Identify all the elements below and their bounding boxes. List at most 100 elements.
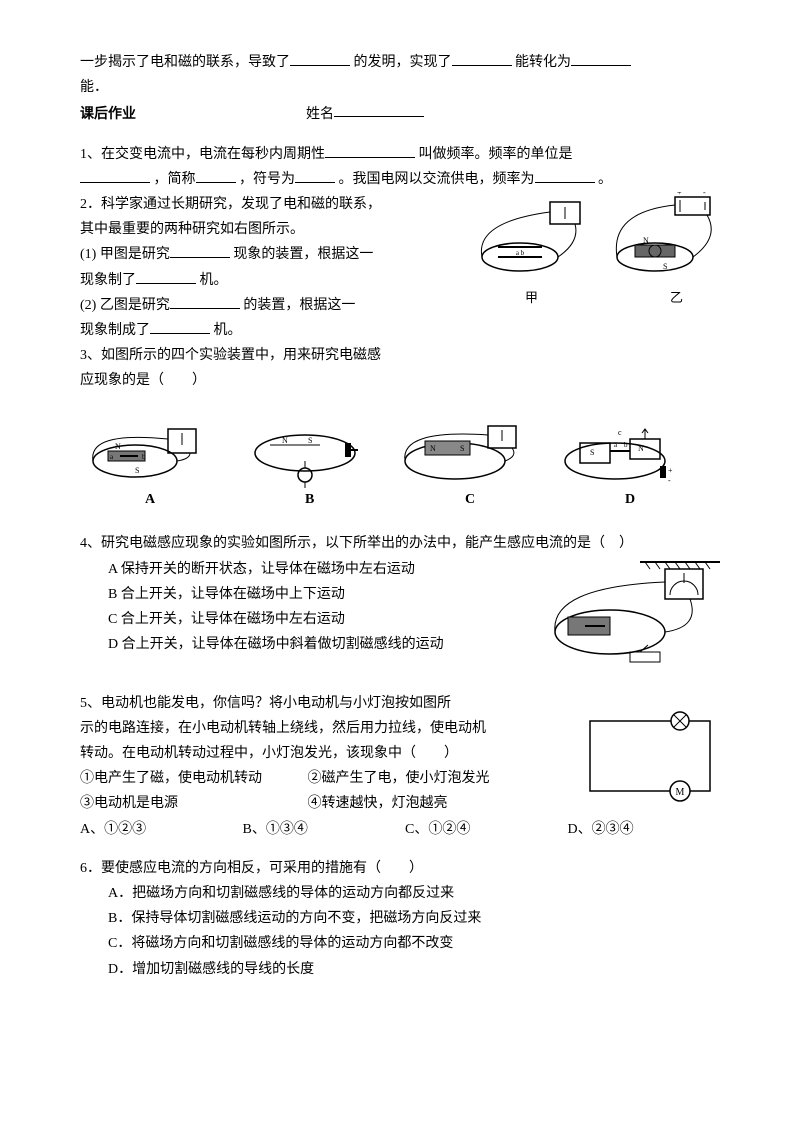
q4-figure-svg [550, 557, 730, 677]
svg-text:S: S [663, 262, 667, 271]
q6-A: A．把磁场方向和切割磁感线的导体的运动方向都反过来 [108, 881, 730, 906]
q2-sub1c: 现象制了 机。 [80, 268, 470, 293]
svg-text:b: b [624, 441, 628, 449]
q2-blank2[interactable] [136, 269, 196, 284]
q5-A: A、①②③ [80, 817, 243, 842]
svg-text:S: S [135, 466, 139, 475]
intro-line1: 一步揭示了电和磁的联系，导致了 的发明，实现了 能转化为 [80, 50, 730, 75]
intro-text-2: 的发明，实现了 [354, 55, 452, 70]
q3-label-d: D [625, 492, 635, 507]
q5-o3: ③电动机是电源 [80, 796, 178, 811]
q6-B: B．保持导体切割磁感线运动的方向不变，把磁场方向反过来 [108, 906, 730, 931]
q5-o1: ①电产生了磁，使电动机转动 [80, 771, 262, 786]
q2-figure-svg: a b 甲 + - N S 乙 [470, 192, 730, 322]
q2-blank1[interactable] [170, 243, 230, 258]
q5-text: 5、电动机也能发电，你信吗？将小电动机与小灯泡按如图所 示的电路连接，在小电动机… [80, 691, 580, 817]
q5-figure: M [580, 691, 730, 811]
fig-jia-label: 甲 [525, 290, 538, 305]
q2-line1: 2．科学家通过长期研究，发现了电和磁的联系， [80, 192, 470, 217]
q4-body: A 保持开关的断开状态，让导体在磁场中左右运动 B 合上开关，让导体在磁场中上下… [80, 557, 730, 677]
q2-sub1c-t: 现象制了 [80, 273, 136, 288]
svg-text:N: N [282, 436, 288, 445]
q2-text: 2．科学家通过长期研究，发现了电和磁的联系， 其中最重要的两种研究如右图所示。 … [80, 192, 470, 394]
blank-invention[interactable] [290, 51, 350, 66]
q3-line2: 应现象的是（ ） [80, 368, 470, 393]
q2-sub2c: 现象制成了 机。 [80, 318, 470, 343]
svg-text:-: - [668, 476, 671, 485]
q5-row: 5、电动机也能发电，你信吗？将小电动机与小灯泡按如图所 示的电路连接，在小电动机… [80, 691, 730, 817]
q4-B: B 合上开关，让导体在磁场中上下运动 [108, 582, 550, 607]
q3-label-b: B [305, 492, 314, 507]
q2-blank3[interactable] [170, 294, 240, 309]
q4-stem: 4、研究电磁感应现象的实验如图所示，以下所举出的办法中，能产生感应电流的是（ ） [80, 531, 730, 556]
svg-text:M: M [676, 787, 685, 798]
q2-sub1d: 机。 [200, 273, 228, 288]
q5-o4: ④转速越快，灯泡越亮 [308, 796, 448, 811]
intro-text-1: 一步揭示了电和磁的联系，导致了 [80, 55, 290, 70]
q4-figure [550, 557, 730, 677]
q3-figure-svg: N S ab A NS B [80, 403, 720, 513]
q1-e: 。我国电网以交流供电，频率为 [339, 172, 535, 187]
blank-energy-to[interactable] [571, 51, 631, 66]
q1: 1、在交变电流中，电流在每秒内周期性 叫做频率。频率的单位是 ，简称 ，符号为 … [80, 142, 730, 192]
q5-opts12: ①电产生了磁，使电动机转动 ②磁产生了电，使小灯泡发光 [80, 766, 580, 791]
q1-blank5[interactable] [535, 168, 595, 183]
intro-line2: 能． [80, 75, 730, 100]
q2-sub2c-t: 现象制成了 [80, 323, 150, 338]
q5-l2: 示的电路连接，在小电动机转轴上绕线，然后用力拉线，使电动机 [80, 716, 580, 741]
q3-figures: N S ab A NS B [80, 403, 730, 513]
page: 一步揭示了电和磁的联系，导致了 的发明，实现了 能转化为 能． 课后作业 姓名 … [0, 0, 800, 1042]
q5-C: C、①②④ [405, 817, 568, 842]
q6-C: C．将磁场方向和切割磁感线的导体的运动方向都不改变 [108, 931, 730, 956]
q4-D: D 合上开关，让导体在磁场中斜着做切割磁感线的运动 [108, 632, 550, 657]
svg-text:+: + [677, 192, 682, 197]
q3-label-a: A [145, 492, 156, 507]
q2-sub1a: (1) 甲图是研究 [80, 247, 170, 262]
homework-label: 课后作业 [80, 102, 136, 127]
intro-text-3: 能转化为 [515, 55, 571, 70]
svg-text:N: N [638, 444, 644, 453]
q4-A: A 保持开关的断开状态，让导体在磁场中左右运动 [108, 557, 550, 582]
q2-sub2d: 机。 [214, 323, 242, 338]
q2-sub2b: 的装置，根据这一 [243, 298, 355, 313]
q5-l3: 转动。在电动机转动过程中，小灯泡发光，该现象中（ ） [80, 741, 580, 766]
q1-blank4[interactable] [295, 168, 335, 183]
q3-line1: 3、如图所示的四个实验装置中，用来研究电磁感 [80, 343, 470, 368]
heading-row: 课后作业 姓名 [80, 102, 730, 127]
q2-sub1: (1) 甲图是研究 现象的装置，根据这一 [80, 242, 470, 267]
q1-c: ，简称 [154, 172, 196, 187]
blank-energy-from[interactable] [452, 51, 512, 66]
svg-text:S: S [308, 436, 312, 445]
q1-d: ，符号为 [239, 172, 295, 187]
svg-text:a b: a b [516, 249, 525, 257]
name-label: 姓名 [306, 102, 334, 127]
q4-C: C 合上开关，让导体在磁场中左右运动 [108, 607, 550, 632]
svg-text:-: - [703, 192, 706, 197]
q1-blank3[interactable] [196, 168, 236, 183]
svg-text:N: N [115, 442, 121, 451]
q1-a: 1、在交变电流中，电流在每秒内周期性 [80, 147, 325, 162]
q2-blank4[interactable] [150, 319, 210, 334]
q2-sub2a: (2) 乙图是研究 [80, 298, 170, 313]
svg-text:N: N [643, 236, 649, 245]
q5-l1: 5、电动机也能发电，你信吗？将小电动机与小灯泡按如图所 [80, 691, 580, 716]
q6-options: A．把磁场方向和切割磁感线的导体的运动方向都反过来 B．保持导体切割磁感线运动的… [80, 881, 730, 982]
q2-sub1b: 现象的装置，根据这一 [233, 247, 373, 262]
q2-sub2: (2) 乙图是研究 的装置，根据这一 [80, 293, 470, 318]
svg-text:S: S [590, 448, 594, 457]
q5-D: D、②③④ [568, 817, 731, 842]
q5-figure-svg: M [580, 711, 730, 811]
q6-D: D．增加切割磁感线的导线的长度 [108, 957, 730, 982]
q1-f: 。 [598, 172, 612, 187]
q5-o2: ②磁产生了电，使小灯泡发光 [308, 771, 490, 786]
q1-blank1[interactable] [325, 143, 415, 158]
q5-B: B、①③④ [243, 817, 406, 842]
svg-text:N: N [430, 444, 436, 453]
name-blank[interactable] [334, 102, 424, 117]
q2-row: 2．科学家通过长期研究，发现了电和磁的联系， 其中最重要的两种研究如右图所示。 … [80, 192, 730, 394]
svg-text:+: + [668, 466, 673, 475]
fig-yi-label: 乙 [670, 290, 683, 305]
q1-b: 叫做频率。频率的单位是 [419, 147, 573, 162]
q1-blank2[interactable] [80, 168, 150, 183]
q6-stem: 6．要使感应电流的方向相反，可采用的措施有（ ） [80, 856, 730, 881]
